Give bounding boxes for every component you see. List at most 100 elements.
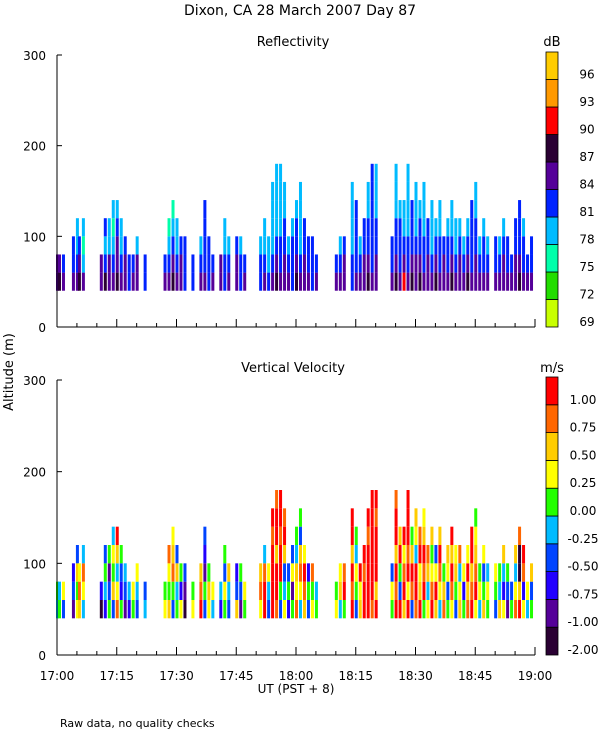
data-cell [167, 563, 171, 582]
data-cell [354, 218, 358, 237]
data-cell [103, 254, 107, 273]
data-cell [81, 254, 85, 273]
data-cell [342, 254, 346, 273]
data-cell [310, 581, 314, 600]
data-cell [111, 526, 115, 545]
y-tick-label: 200 [23, 466, 46, 480]
data-cell [422, 272, 426, 291]
data-cell [239, 581, 243, 600]
data-cell [470, 600, 474, 619]
colorbar-segment [545, 79, 559, 108]
data-cell [502, 236, 506, 255]
data-cell [430, 545, 434, 564]
data-cell [302, 236, 306, 255]
data-cell [426, 254, 430, 273]
data-cell [430, 254, 434, 273]
data-cell [275, 272, 279, 291]
colorbar-label: 0.25 [570, 476, 597, 490]
data-cell [111, 563, 115, 582]
data-cell [470, 200, 474, 219]
data-cell [203, 581, 207, 600]
data-cell [291, 236, 295, 255]
data-cell [394, 563, 398, 582]
data-cell [470, 236, 474, 255]
data-cell [438, 581, 442, 600]
colorbar-label: 0.50 [570, 448, 597, 462]
data-cell [366, 600, 370, 619]
data-cell [366, 200, 370, 219]
data-cell [57, 600, 61, 619]
data-cell [235, 563, 239, 582]
x-tick-label: 18:15 [338, 669, 373, 683]
data-cell [271, 600, 275, 619]
data-cell [295, 526, 298, 545]
data-cell [482, 600, 486, 619]
data-cell [263, 218, 267, 237]
data-cell [466, 236, 470, 255]
data-cell [374, 272, 378, 291]
data-cell [306, 600, 310, 619]
data-cell [207, 236, 211, 255]
data-cell [298, 218, 302, 237]
data-cell [446, 545, 450, 564]
data-cell [279, 600, 283, 619]
data-cell [207, 272, 211, 291]
data-cell [422, 581, 426, 600]
data-cell [518, 526, 522, 545]
data-cell [275, 581, 279, 600]
data-cell [81, 545, 85, 564]
data-cell [410, 600, 414, 619]
colorbar-label: 75 [579, 260, 594, 274]
data-cell [402, 236, 406, 255]
data-cell [462, 581, 466, 600]
data-cell [81, 236, 85, 255]
data-cell [295, 272, 298, 291]
data-cell [446, 563, 450, 582]
data-cell [135, 581, 139, 600]
data-cell [370, 200, 374, 219]
data-cell [310, 563, 314, 582]
data-cell [314, 272, 318, 291]
data-cell [518, 545, 522, 564]
data-cell [458, 218, 462, 237]
data-cell [81, 563, 85, 582]
data-cell [350, 236, 354, 255]
data-cell [410, 581, 414, 600]
data-cell [295, 236, 298, 255]
data-cell [291, 545, 295, 564]
data-cell [458, 600, 462, 619]
colorbar-segment [545, 299, 559, 328]
data-cell [414, 236, 418, 255]
data-cell [474, 200, 478, 219]
data-cell [77, 254, 81, 273]
data-cell [454, 236, 458, 255]
data-cell [203, 545, 207, 564]
colorbar-label: 69 [579, 315, 594, 329]
data-cell [494, 272, 498, 291]
data-cell [71, 272, 75, 291]
data-cell [422, 545, 426, 564]
data-cell [394, 218, 398, 237]
data-cell [354, 526, 358, 545]
data-cell [394, 163, 398, 182]
data-cell [418, 600, 422, 619]
data-cell [243, 600, 247, 619]
data-cell [111, 600, 115, 619]
data-cell [227, 563, 231, 582]
data-cell [438, 563, 442, 582]
data-cell [295, 545, 298, 564]
data-cell [518, 600, 522, 619]
data-cell [111, 581, 115, 600]
data-cell [394, 490, 398, 509]
data-cell [518, 200, 522, 219]
data-cell [131, 600, 135, 619]
data-cell [482, 236, 486, 255]
data-cell [107, 254, 111, 273]
colorbar-segment [545, 244, 559, 273]
data-cell [498, 254, 502, 273]
data-cell [398, 254, 402, 273]
data-cell [414, 200, 418, 219]
data-cell [314, 581, 318, 600]
data-cell [75, 236, 79, 255]
data-cell [442, 254, 446, 273]
